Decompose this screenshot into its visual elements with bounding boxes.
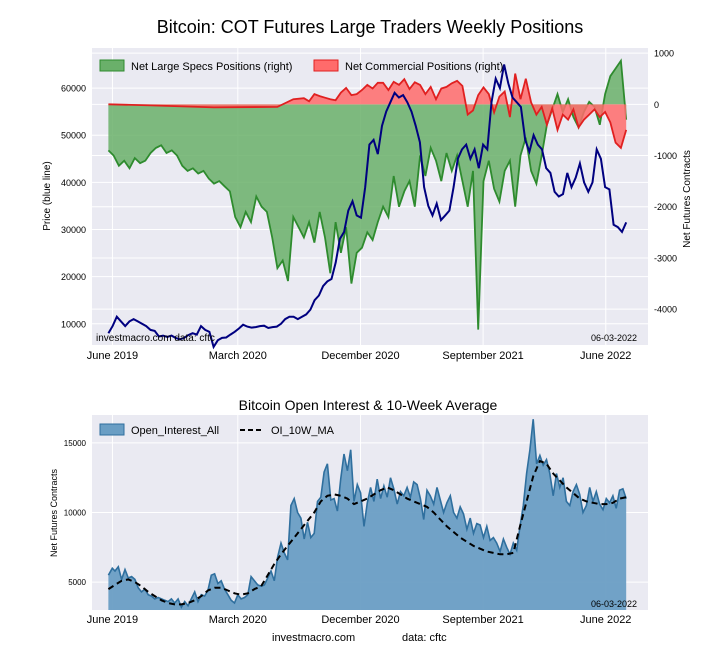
bottom-x-tick-labels: June 2019 March 2020 December 2020 Septembe… bbox=[87, 614, 632, 626]
top-y2-tick-label: -3000 bbox=[654, 253, 677, 263]
bottom-chart-title: Bitcoin Open Interest & 10-Week Average bbox=[239, 397, 498, 413]
top-x-tick-label: March 2020 bbox=[209, 350, 267, 362]
top-annotation-source: investmacro.com data: cftc bbox=[96, 333, 215, 344]
specs-area bbox=[108, 60, 627, 330]
bottom-y-tick-labels: 5000 10000 15000 bbox=[64, 439, 87, 587]
commercial-area bbox=[108, 73, 627, 148]
top-y-tick-label: 20000 bbox=[61, 272, 86, 282]
specs-area-group bbox=[107, 58, 628, 330]
top-y2-tick-labels: 1000 0 -1000 -2000 -3000 -4000 bbox=[654, 49, 677, 315]
footer-site: investmacro.com bbox=[272, 632, 355, 644]
figure-title: Bitcoin: COT Futures Large Traders Weekl… bbox=[157, 17, 584, 37]
legend-swatch-open-interest bbox=[99, 423, 125, 436]
top-x-tick-label: September 2021 bbox=[442, 350, 523, 362]
bottom-x-tick-label: June 2019 bbox=[87, 614, 138, 626]
top-x-tick-label: June 2022 bbox=[580, 350, 631, 362]
bottom-y-tick-label: 5000 bbox=[68, 578, 86, 587]
legend-swatch-commercial bbox=[313, 59, 339, 72]
top-y2-tick-label: -2000 bbox=[654, 202, 677, 212]
top-y-axis-label: Price (blue line) bbox=[42, 161, 53, 230]
legend-label-specs: Net Large Specs Positions (right) bbox=[131, 61, 292, 73]
commercial-line bbox=[108, 73, 628, 150]
open-interest-area bbox=[108, 419, 627, 610]
top-x-tick-label: December 2020 bbox=[321, 350, 399, 362]
legend-swatch-specs bbox=[99, 59, 125, 72]
bottom-x-tick-label: March 2020 bbox=[209, 614, 267, 626]
top-y-tick-label: 60000 bbox=[61, 84, 86, 94]
top-x-tick-labels: June 2019 March 2020 December 2020 Septembe… bbox=[87, 350, 632, 362]
bottom-y-tick-label: 15000 bbox=[64, 439, 87, 448]
top-annotation-date: 06-03-2022 bbox=[591, 333, 637, 343]
bottom-annotation-date: 06-03-2022 bbox=[591, 599, 637, 609]
top-y2-tick-label: 1000 bbox=[654, 49, 674, 59]
top-x-tick-label: June 2019 bbox=[87, 350, 138, 362]
bottom-legend: Open_Interest_All OI_10W_MA bbox=[99, 423, 335, 437]
open-interest-area-group bbox=[107, 419, 627, 610]
bottom-y-tick-label: 10000 bbox=[64, 509, 87, 518]
top-y-tick-label: 10000 bbox=[61, 319, 86, 329]
price-line bbox=[107, 64, 628, 350]
open-interest-line bbox=[107, 419, 627, 610]
legend-label-commercial: Net Commercial Positions (right) bbox=[345, 61, 503, 73]
top-y-tick-labels: 10000 20000 30000 40000 50000 60000 bbox=[61, 84, 86, 330]
price-line-group bbox=[107, 64, 628, 350]
footer-data: data: cftc bbox=[402, 632, 447, 644]
ma-line-group bbox=[107, 459, 627, 606]
commercial-area-group bbox=[108, 73, 628, 150]
top-y2-tick-label: -4000 bbox=[654, 305, 677, 315]
bottom-x-tick-label: June 2022 bbox=[580, 614, 631, 626]
bottom-x-tick-label: September 2021 bbox=[442, 614, 523, 626]
top-legend: Net Large Specs Positions (right) Net Co… bbox=[99, 59, 503, 73]
top-y-tick-label: 50000 bbox=[61, 131, 86, 141]
top-y2-tick-label: 0 bbox=[654, 100, 659, 110]
bottom-y-axis-label: Net Futures Contracts bbox=[49, 468, 59, 557]
top-y-tick-label: 30000 bbox=[61, 225, 86, 235]
legend-label-open-interest: Open_Interest_All bbox=[131, 425, 219, 437]
legend-label-ma: OI_10W_MA bbox=[271, 425, 335, 437]
specs-line bbox=[107, 58, 628, 330]
top-y2-tick-label: -1000 bbox=[654, 151, 677, 161]
top-y-tick-label: 40000 bbox=[61, 178, 86, 188]
top-y2-axis-label: Net Futures Contracts bbox=[682, 150, 693, 248]
bottom-x-tick-label: December 2020 bbox=[321, 614, 399, 626]
ma-line bbox=[107, 459, 627, 606]
